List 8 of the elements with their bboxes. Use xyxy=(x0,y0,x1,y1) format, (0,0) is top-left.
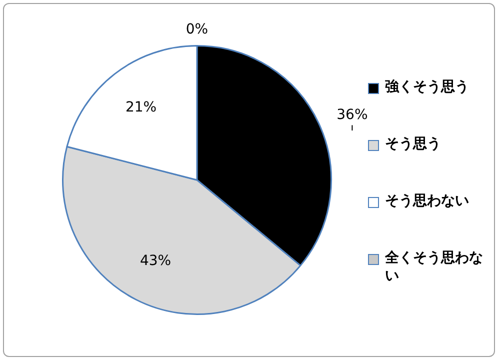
legend-label: 全くそう思わない xyxy=(385,249,484,285)
legend-label: そう思わない xyxy=(385,192,469,210)
data-label: 43% xyxy=(140,252,172,269)
legend-label: 強くそう思う xyxy=(385,78,469,96)
text: 0% xyxy=(186,21,208,38)
data-label: 36% xyxy=(336,106,368,123)
legend-label: そう思う xyxy=(385,135,441,153)
data-label: 21% xyxy=(125,100,157,116)
